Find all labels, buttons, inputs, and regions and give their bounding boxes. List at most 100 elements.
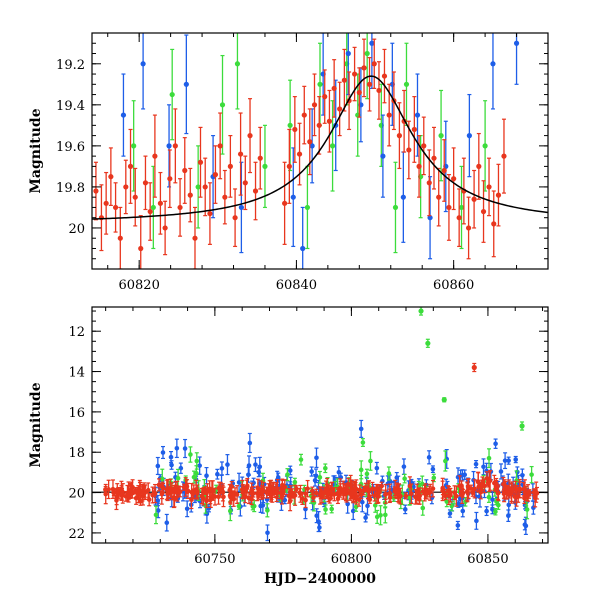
bottom-point [372,503,378,508]
bottom-point [506,458,511,463]
bottom-point [444,499,450,504]
bottom-point [197,463,202,468]
bottom-point [514,487,520,492]
bottom-point [332,491,337,497]
top-point [195,184,201,190]
top-point [247,133,253,139]
bottom-point [225,462,230,467]
bottom-point [443,458,448,464]
bottom-point [327,496,333,502]
top-point [177,204,183,211]
bottom-point [376,493,381,499]
bottom-y-tick-label: 18 [68,446,85,461]
top-point [400,194,406,200]
bottom-point [246,463,252,468]
top-point [301,112,307,118]
bottom-point [498,469,504,474]
top-point [495,192,502,198]
bottom-point [493,509,498,515]
bottom-point [364,471,370,477]
bottom-point [257,464,263,470]
bottom-point [493,482,499,488]
top-point [476,163,482,169]
top-point [167,176,173,182]
top-y-tick-label: 19.6 [56,140,85,155]
bottom-point [280,489,286,495]
bottom-point [146,497,152,502]
bottom-point [159,491,165,497]
top-point [132,194,138,200]
top-point [217,143,223,149]
bottom-point [271,486,276,491]
bottom-point [396,488,402,494]
bottom-point [329,506,335,512]
bottom-point [328,489,334,495]
bottom-point [141,490,147,497]
bottom-point [370,486,375,492]
top-point [426,180,432,186]
bottom-point [127,491,133,498]
bottom-point [323,507,328,512]
top-point [287,122,293,128]
bottom-y-tick-label: 22 [68,527,85,542]
bottom-point [533,489,539,495]
bottom-point [317,475,323,480]
bottom-point [210,493,216,499]
bottom-point [363,515,368,520]
top-y-tick-label: 19.2 [56,58,85,73]
bottom-outlier-point [418,308,424,314]
bottom-x-axis-title: HJD−2400000 [264,571,376,587]
top-point [282,200,288,206]
top-point [427,215,433,221]
bottom-point [317,525,322,530]
top-point [142,180,149,186]
bottom-point [447,511,453,516]
bottom-point [137,487,143,493]
bottom-point [111,489,117,496]
bottom-point [452,490,457,495]
top-point [202,184,208,190]
top-y-tick-label: 20 [68,222,85,237]
bottom-point [524,507,530,512]
bottom-point [177,489,183,495]
top-data-layer [92,33,548,269]
top-point [197,159,204,165]
bottom-point [174,445,180,451]
bottom-point [194,471,199,476]
bottom-point [219,466,225,471]
bottom-y-tick-label: 14 [68,366,85,381]
bottom-point [208,497,213,503]
bottom-point [474,518,479,524]
bottom-point [493,441,498,447]
top-point [152,153,158,159]
bottom-data-layer [92,307,548,542]
top-y-axis-title: Magnitude [28,108,44,193]
top-point [465,225,472,231]
bottom-outlier-point [441,397,447,403]
top-point [329,143,336,149]
bottom-point [447,489,453,495]
bottom-point [250,504,256,509]
bottom-point [314,455,319,461]
bottom-point [348,491,354,497]
top-point [490,61,496,67]
bottom-point [227,487,233,493]
bottom-point [430,486,436,491]
top-point [300,245,306,252]
bottom-point [150,492,155,498]
bottom-point [156,482,162,488]
bottom-ticks: 60750 60800 60850 12 14 16 18 20 22 [68,307,548,567]
bottom-point [274,490,280,496]
bottom-point [420,505,426,511]
top-point [392,204,399,211]
bottom-point [185,488,191,494]
bottom-point [314,513,319,519]
top-point [482,143,488,149]
bottom-point [181,484,187,490]
bottom-point [366,487,372,493]
top-point [304,204,311,211]
top-point [292,126,298,133]
bottom-point [119,488,125,495]
bottom-point [194,458,200,464]
top-point [376,87,382,94]
